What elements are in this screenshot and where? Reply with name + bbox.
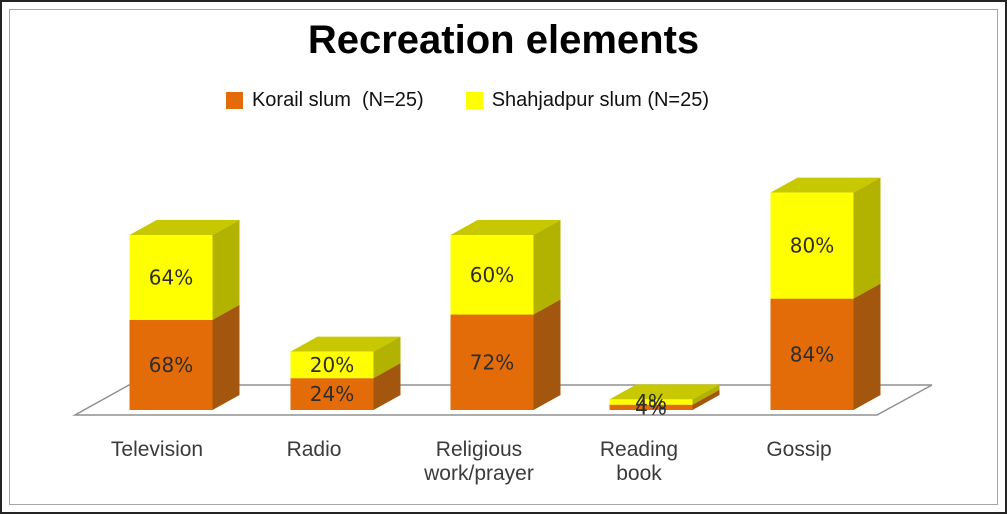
bar-segment-shahjadpur <box>450 234 534 315</box>
legend-swatch-icon <box>465 92 483 109</box>
bar-top-face <box>609 384 720 400</box>
bar-side-face-shahjadpur <box>212 219 240 320</box>
data-label: 84% <box>790 342 834 366</box>
bar-top-face <box>129 219 240 235</box>
legend-item: Korail slum (N=25) <box>225 89 424 112</box>
bar-top-face <box>290 336 401 352</box>
bar-side-face-korail <box>692 389 720 410</box>
bar-side-face-shahjadpur <box>853 177 881 299</box>
bar-side-face-shahjadpur <box>373 336 401 379</box>
data-label: 64% <box>149 265 193 289</box>
bar-segment-korail <box>609 404 693 410</box>
bar-segment-korail <box>770 298 854 410</box>
bar-side-face-korail <box>853 283 881 410</box>
data-label: 20% <box>310 353 354 377</box>
data-label: 60% <box>470 263 514 287</box>
category-label: Religious work/prayer <box>424 438 534 485</box>
data-label: 24% <box>310 382 354 406</box>
data-label: 72% <box>470 350 514 374</box>
legend-label: Shahjadpur slum (N=25) <box>491 89 710 111</box>
data-label: 80% <box>790 234 834 258</box>
category-label: Television <box>110 438 204 461</box>
bar-top-face <box>770 177 881 193</box>
category-label: Radio <box>286 438 342 461</box>
bar-side-face-korail <box>373 363 401 410</box>
bar-segment-shahjadpur <box>129 234 213 320</box>
legend-item: Shahjadpur slum (N=25) <box>465 89 710 112</box>
data-label: 4% <box>635 390 667 414</box>
bar-segment-korail <box>129 319 213 410</box>
chart-title: Recreation elements <box>307 18 700 62</box>
category-label: Gossip <box>766 438 832 461</box>
bar-side-face-shahjadpur <box>692 384 720 405</box>
bar-side-face-shahjadpur <box>533 219 561 315</box>
floor-plane <box>72 384 933 416</box>
bar-segment-korail <box>290 378 374 410</box>
category-label: Reading book <box>599 438 679 485</box>
bar-segment-shahjadpur <box>609 399 693 405</box>
bar-segment-shahjadpur <box>770 192 854 299</box>
bar-side-face-korail <box>212 304 240 410</box>
legend: Korail slum (N=25) Shahjadpur slum (N=25) <box>2 89 1005 112</box>
data-label: 4% <box>635 395 667 419</box>
data-label: 68% <box>149 353 193 377</box>
bar-top-face <box>450 219 561 235</box>
bar-side-face-korail <box>533 299 561 410</box>
legend-swatch-icon <box>225 92 243 109</box>
bar-segment-shahjadpur <box>290 351 374 379</box>
legend-label: Korail slum (N=25) <box>251 89 424 111</box>
bar-segment-korail <box>450 314 534 410</box>
